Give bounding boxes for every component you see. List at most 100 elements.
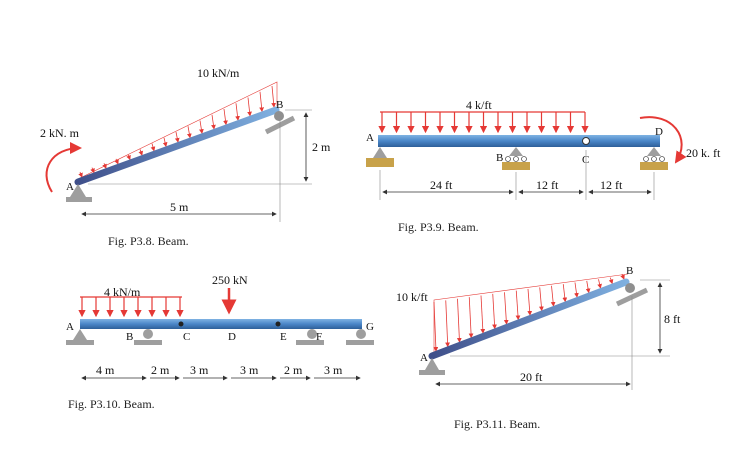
load-arrow bbox=[597, 279, 602, 289]
span-label: 5 m bbox=[170, 200, 189, 214]
figure-caption: Fig. P3.10. Beam. bbox=[68, 397, 155, 411]
load-arrow bbox=[574, 282, 579, 298]
roller-b bbox=[143, 329, 153, 339]
point-load-label: 250 kN bbox=[212, 273, 248, 287]
distributed-load-arrows bbox=[433, 273, 625, 352]
moment-label: 20 k. ft bbox=[686, 146, 721, 160]
pin-support-a bbox=[373, 147, 387, 158]
load-arrow bbox=[608, 277, 614, 285]
inclined-beam bbox=[74, 106, 280, 186]
dim-label: 12 ft bbox=[600, 178, 623, 192]
applied-moment bbox=[45, 142, 82, 193]
point-label: A bbox=[66, 321, 74, 333]
beam bbox=[80, 319, 362, 329]
dim-label: 3 m bbox=[324, 363, 343, 377]
load-arrow bbox=[562, 284, 568, 303]
point-label: E bbox=[280, 331, 287, 343]
ground-block bbox=[366, 158, 394, 167]
applied-moment bbox=[639, 116, 687, 164]
load-arrow bbox=[247, 97, 252, 117]
height-label: 8 ft bbox=[664, 312, 681, 326]
point-b-label: B bbox=[496, 152, 503, 164]
dim-label: 12 ft bbox=[536, 178, 559, 192]
point-label: G bbox=[366, 321, 374, 333]
load-envelope bbox=[79, 81, 278, 179]
point-d-label: D bbox=[655, 126, 663, 138]
support-base bbox=[66, 197, 92, 202]
figure-caption: Fig. P3.9. Beam. bbox=[398, 220, 479, 234]
load-arrow bbox=[492, 293, 497, 330]
load-arrow bbox=[456, 298, 462, 343]
roller-support-d bbox=[640, 147, 668, 170]
load-arrow bbox=[174, 131, 180, 143]
load-label: 4 kN/m bbox=[104, 285, 141, 299]
dim-label: 24 ft bbox=[430, 178, 453, 192]
load-arrow bbox=[114, 158, 119, 165]
load-label: 4 k/ft bbox=[466, 98, 492, 112]
load-arrow bbox=[585, 280, 591, 294]
load-arrow bbox=[102, 163, 107, 169]
load-arrow bbox=[271, 85, 277, 108]
distributed-load-arrows bbox=[378, 112, 589, 134]
dim-label: 3 m bbox=[190, 363, 209, 377]
height-label: 2 m bbox=[312, 140, 331, 154]
load-arrow bbox=[90, 167, 95, 174]
pin-support-a bbox=[73, 329, 87, 340]
point-label: D bbox=[228, 331, 236, 343]
support-base bbox=[346, 340, 374, 345]
load-label: 10 kN/m bbox=[197, 66, 240, 80]
roller-support-b bbox=[502, 147, 530, 170]
load-arrow bbox=[480, 295, 486, 334]
load-arrow bbox=[433, 301, 439, 352]
pin-support-a bbox=[425, 358, 439, 370]
load-arrow bbox=[162, 137, 168, 148]
distributed-load-arrows bbox=[78, 297, 184, 318]
support-base bbox=[134, 340, 162, 345]
figure-p3-10: 250 kN 4 kN/m A B C D E F G 4 m 2 m bbox=[66, 273, 374, 411]
span-label: 20 ft bbox=[520, 370, 543, 384]
point-c-label: C bbox=[582, 154, 589, 166]
dim-label: 2 m bbox=[284, 363, 303, 377]
load-arrow bbox=[223, 108, 228, 126]
point-b-label: B bbox=[276, 99, 283, 111]
point-a-label: A bbox=[420, 352, 428, 364]
dim-label: 2 m bbox=[151, 363, 170, 377]
load-arrow bbox=[235, 103, 240, 121]
load-arrow bbox=[126, 154, 131, 161]
load-arrow bbox=[78, 171, 83, 178]
load-arrow bbox=[515, 290, 521, 321]
hinge-e bbox=[275, 321, 281, 327]
load-arrow bbox=[150, 143, 156, 152]
figure-p3-11: 10 k/ft A B 20 ft 8 ft Fig. P3.11. Beam. bbox=[396, 265, 681, 431]
roller-g bbox=[356, 329, 366, 339]
load-arrow bbox=[468, 297, 474, 339]
figure-p3-9: 20 k. ft 4 k/ft A B C D 24 ft 12 ft 12 f… bbox=[366, 98, 721, 234]
figure-p3-8: 2 kN. m 10 kN/m A B 5 m 2 m Fig. P3.8. B… bbox=[40, 66, 331, 248]
load-arrow bbox=[199, 120, 204, 135]
load-label: 10 k/ft bbox=[396, 290, 428, 304]
point-label: C bbox=[183, 331, 190, 343]
load-envelope bbox=[433, 273, 629, 352]
roller-b bbox=[274, 111, 284, 121]
roller-b bbox=[625, 283, 635, 293]
point-b-label: B bbox=[626, 265, 633, 277]
load-arrow bbox=[620, 273, 625, 280]
dim-label: 3 m bbox=[240, 363, 259, 377]
hinge-c bbox=[582, 137, 590, 145]
support-base bbox=[296, 340, 324, 345]
load-arrow bbox=[539, 287, 544, 312]
pin-support-a bbox=[70, 184, 86, 197]
distributed-load-arrows bbox=[78, 85, 277, 178]
beam bbox=[378, 135, 660, 147]
support-base bbox=[419, 370, 445, 375]
moment-label: 2 kN. m bbox=[40, 126, 80, 140]
roller-f bbox=[307, 329, 317, 339]
point-label: F bbox=[316, 331, 322, 343]
load-arrow bbox=[550, 285, 556, 307]
dim-label: 4 m bbox=[96, 363, 115, 377]
figure-caption: Fig. P3.8. Beam. bbox=[108, 234, 189, 248]
figure-caption: Fig. P3.11. Beam. bbox=[454, 417, 540, 431]
load-arrow bbox=[527, 288, 533, 316]
